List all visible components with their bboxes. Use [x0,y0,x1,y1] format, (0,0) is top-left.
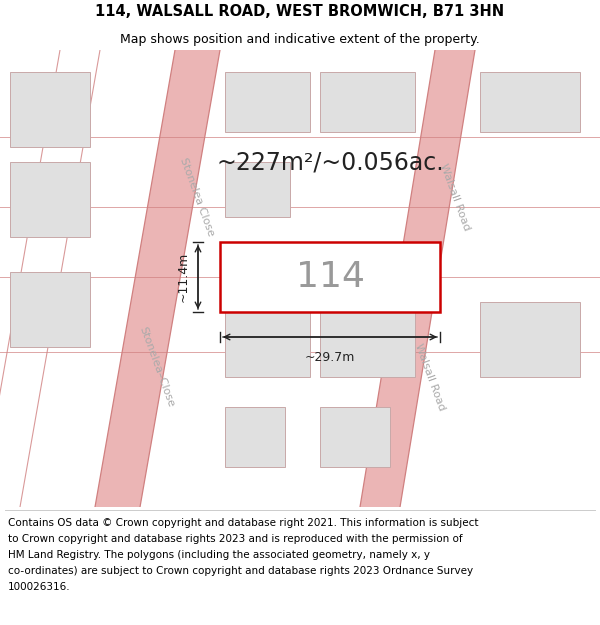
Bar [480,72,580,132]
Bar [320,72,415,132]
Text: ~29.7m: ~29.7m [305,351,355,364]
Bar [320,407,390,467]
Text: Walsall Road: Walsall Road [413,342,447,412]
Bar [225,162,290,217]
Bar [10,272,90,347]
Text: Contains OS data © Crown copyright and database right 2021. This information is : Contains OS data © Crown copyright and d… [8,518,479,528]
Text: Walsall Road: Walsall Road [438,162,472,232]
Text: ~11.4m: ~11.4m [177,252,190,302]
Text: ~227m²/~0.056ac.: ~227m²/~0.056ac. [216,150,444,174]
Bar [10,162,90,237]
Bar [225,297,310,377]
Bar [220,242,440,312]
Bar [225,72,310,132]
Text: 100026316.: 100026316. [8,582,71,592]
Polygon shape [95,50,220,507]
Bar [225,407,285,467]
Polygon shape [360,50,475,507]
Text: 114, WALSALL ROAD, WEST BROMWICH, B71 3HN: 114, WALSALL ROAD, WEST BROMWICH, B71 3H… [95,4,505,19]
Text: Stonelea–Close: Stonelea–Close [138,326,176,409]
Bar [320,297,415,377]
Text: co-ordinates) are subject to Crown copyright and database rights 2023 Ordnance S: co-ordinates) are subject to Crown copyr… [8,566,473,576]
Text: HM Land Registry. The polygons (including the associated geometry, namely x, y: HM Land Registry. The polygons (includin… [8,550,430,560]
Text: Stonelea Close: Stonelea Close [178,156,216,238]
Text: 114: 114 [296,260,365,294]
Text: to Crown copyright and database rights 2023 and is reproduced with the permissio: to Crown copyright and database rights 2… [8,534,463,544]
Text: Map shows position and indicative extent of the property.: Map shows position and indicative extent… [120,32,480,46]
Bar [10,72,90,147]
Bar [480,302,580,377]
